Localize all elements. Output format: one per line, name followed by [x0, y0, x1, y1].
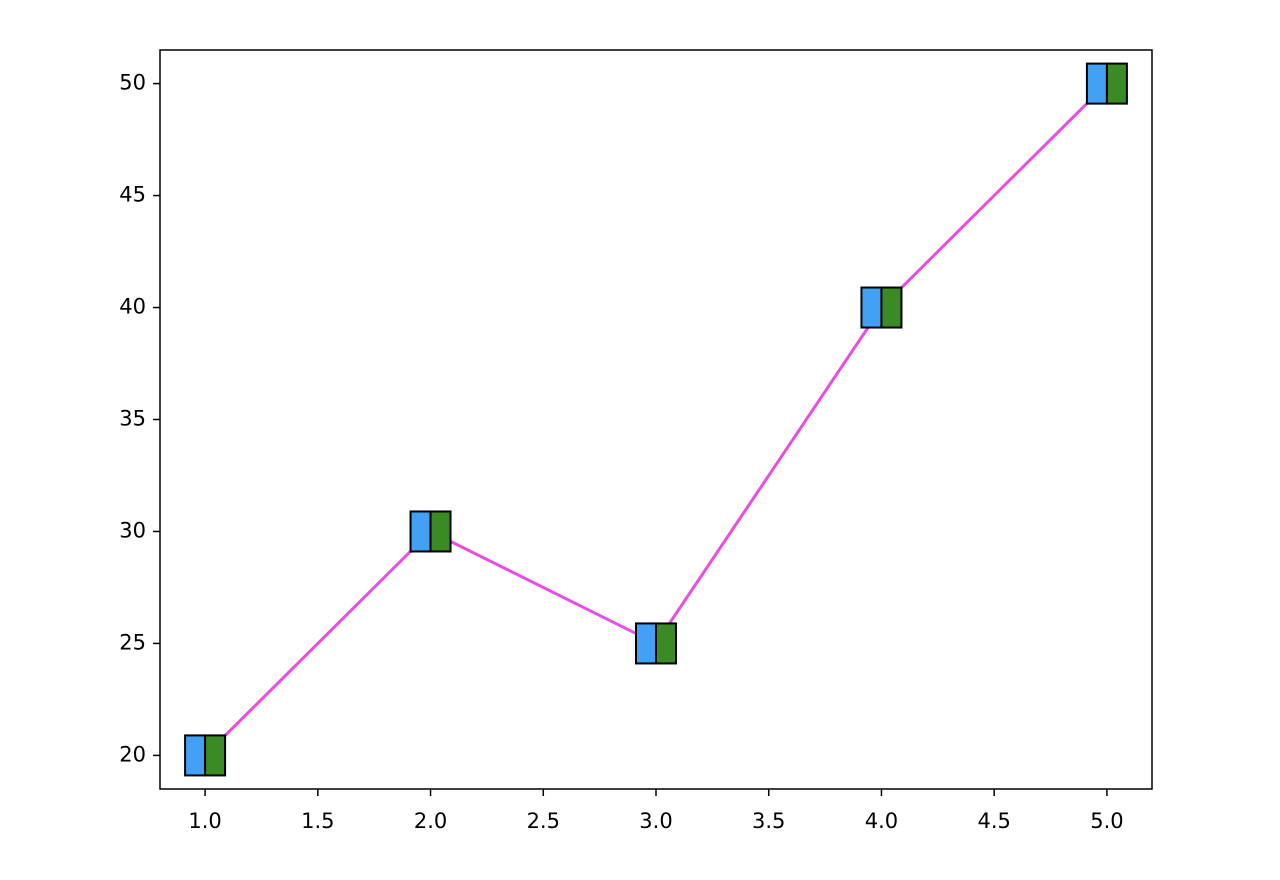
marker [184, 734, 227, 777]
y-tick-label: 35 [119, 407, 146, 431]
marker-left [409, 510, 432, 553]
marker-left [635, 622, 657, 665]
marker [860, 286, 903, 329]
y-tick-label: 40 [119, 295, 146, 319]
y-tick-label: 50 [119, 71, 146, 95]
marker-right [429, 510, 452, 553]
marker-right [880, 286, 903, 329]
marker [1085, 62, 1128, 105]
x-tick-label: 3.0 [639, 809, 672, 833]
x-tick-label: 1.0 [188, 809, 221, 833]
plot-frame [159, 49, 1153, 790]
marker-left [860, 286, 883, 329]
x-tick-label: 2.5 [527, 809, 560, 833]
marker-left [184, 734, 207, 777]
y-tick-label: 25 [119, 630, 146, 654]
y-tick-label: 30 [119, 518, 146, 542]
marker [635, 622, 677, 665]
y-tick-label: 20 [119, 742, 146, 766]
marker-right [204, 734, 227, 777]
marker-right [655, 622, 677, 665]
x-tick-label: 4.0 [865, 809, 898, 833]
y-tick-label: 45 [119, 183, 146, 207]
x-tick-label: 1.5 [301, 809, 334, 833]
marker-right [1105, 62, 1128, 105]
marker-left [1085, 62, 1108, 105]
x-tick-label: 4.5 [977, 809, 1010, 833]
x-tick-label: 3.5 [752, 809, 785, 833]
x-tick-label: 2.0 [414, 809, 447, 833]
x-tick-label: 5.0 [1090, 809, 1123, 833]
marker [409, 510, 452, 553]
